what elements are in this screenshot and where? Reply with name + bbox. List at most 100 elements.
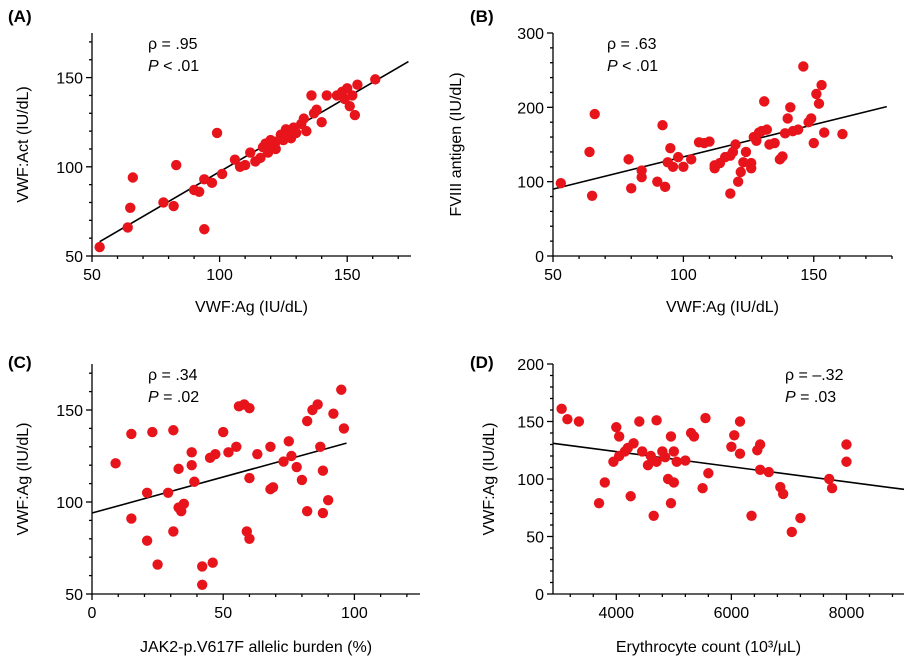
data-point: [370, 74, 381, 85]
data-point: [811, 88, 822, 100]
p-annotation: P = .03: [785, 389, 836, 406]
x-tick-label: 100: [206, 267, 233, 284]
x-tick-label: 100: [670, 267, 697, 284]
data-point: [686, 154, 697, 165]
panel-label: (B): [470, 7, 494, 26]
p-symbol: P: [148, 389, 159, 406]
data-point: [786, 526, 797, 538]
p-symbol: P: [148, 58, 159, 75]
data-point: [785, 102, 796, 113]
data-point: [777, 151, 788, 162]
data-point: [125, 202, 136, 214]
data-point: [301, 125, 312, 137]
data-point: [244, 472, 255, 484]
data-point: [665, 431, 677, 442]
y-tick-label: 50: [65, 587, 83, 604]
data-point: [189, 476, 200, 487]
chart-panel-a: (A) 50 100 150 50 100 150 VWF:Ag (IU/dL) VWF:Act…: [8, 7, 411, 316]
y-tick-label: 100: [517, 175, 544, 192]
y-tick-label: 100: [56, 160, 83, 177]
data-point: [589, 108, 600, 120]
y-axis-label: VWF:Ag (IU/dL): [481, 423, 498, 536]
data-point: [126, 513, 137, 524]
data-point: [651, 456, 662, 467]
panel-label: (D): [470, 353, 494, 372]
data-point: [642, 460, 654, 471]
x-tick-label: 4000: [598, 605, 634, 622]
data-point: [245, 147, 256, 158]
data-point: [312, 399, 323, 410]
data-point: [344, 100, 355, 112]
data-point: [556, 403, 567, 415]
y-tick-label: 300: [517, 26, 544, 43]
data-point: [562, 414, 573, 425]
data-point: [147, 426, 158, 438]
data-point: [352, 79, 363, 90]
x-tick-label: 6000: [714, 605, 750, 622]
data-point: [795, 512, 806, 524]
data-point: [283, 436, 294, 447]
data-point: [782, 113, 793, 124]
data-point: [270, 143, 281, 155]
data-point: [301, 415, 313, 427]
data-point: [317, 465, 329, 476]
data-point: [244, 533, 255, 544]
p-value: = .02: [159, 389, 200, 406]
rho-annotation: ρ = –.32: [785, 367, 844, 384]
data-point: [779, 128, 791, 139]
y-tick-label: 150: [56, 71, 83, 88]
data-point: [734, 448, 746, 459]
data-point: [726, 441, 737, 452]
data-point: [278, 456, 289, 467]
data-point: [193, 186, 205, 197]
data-point: [732, 176, 744, 187]
data-point: [186, 460, 197, 471]
data-point: [623, 154, 634, 165]
x-axis-label: Erythrocyte count (10³/μL): [616, 639, 801, 656]
data-point: [206, 177, 218, 189]
data-point: [841, 439, 852, 450]
p-annotation: P = .02: [148, 389, 199, 406]
y-tick-label: 50: [65, 249, 83, 266]
data-point: [704, 136, 715, 147]
data-point: [127, 172, 139, 183]
data-point: [754, 439, 766, 450]
data-point: [296, 474, 308, 486]
data-point: [657, 119, 668, 131]
data-point: [599, 477, 610, 488]
data-point: [668, 446, 680, 457]
data-point: [628, 438, 639, 449]
data-point: [813, 98, 825, 109]
data-point: [347, 90, 358, 101]
data-point: [652, 176, 663, 187]
data-point: [671, 456, 682, 467]
chart-panel-b: (B) 50 100 150 0 100 200 300 VWF:Ag (IU/dL) FVIII…: [448, 7, 893, 316]
data-point: [141, 535, 153, 546]
data-point: [792, 124, 804, 135]
data-point: [239, 159, 251, 171]
data-point: [265, 441, 276, 452]
data-point: [158, 197, 169, 208]
y-tick-label: 200: [517, 357, 544, 374]
data-point: [735, 166, 746, 178]
regression-line: [552, 105, 887, 190]
x-tick-label: 50: [83, 267, 101, 284]
data-point: [231, 441, 242, 452]
data-point: [613, 431, 625, 442]
p-value: < .01: [618, 58, 659, 75]
data-point: [700, 412, 711, 424]
data-point: [668, 477, 680, 488]
data-point: [122, 222, 133, 233]
data-point: [841, 456, 852, 467]
data-point: [730, 139, 741, 150]
p-value: = .03: [796, 389, 837, 406]
data-point: [152, 559, 163, 570]
data-point: [311, 104, 322, 115]
data-point: [173, 463, 184, 475]
chart-panel-c: (C) 0 50 100 50 100 150 JAK2-p.V617F allelic bu…: [8, 353, 420, 656]
data-point: [697, 483, 708, 494]
data-point: [244, 402, 255, 414]
y-axis-label: VWF:Act (IU/dL): [15, 86, 32, 202]
data-point: [290, 127, 302, 139]
data-point: [162, 487, 174, 498]
